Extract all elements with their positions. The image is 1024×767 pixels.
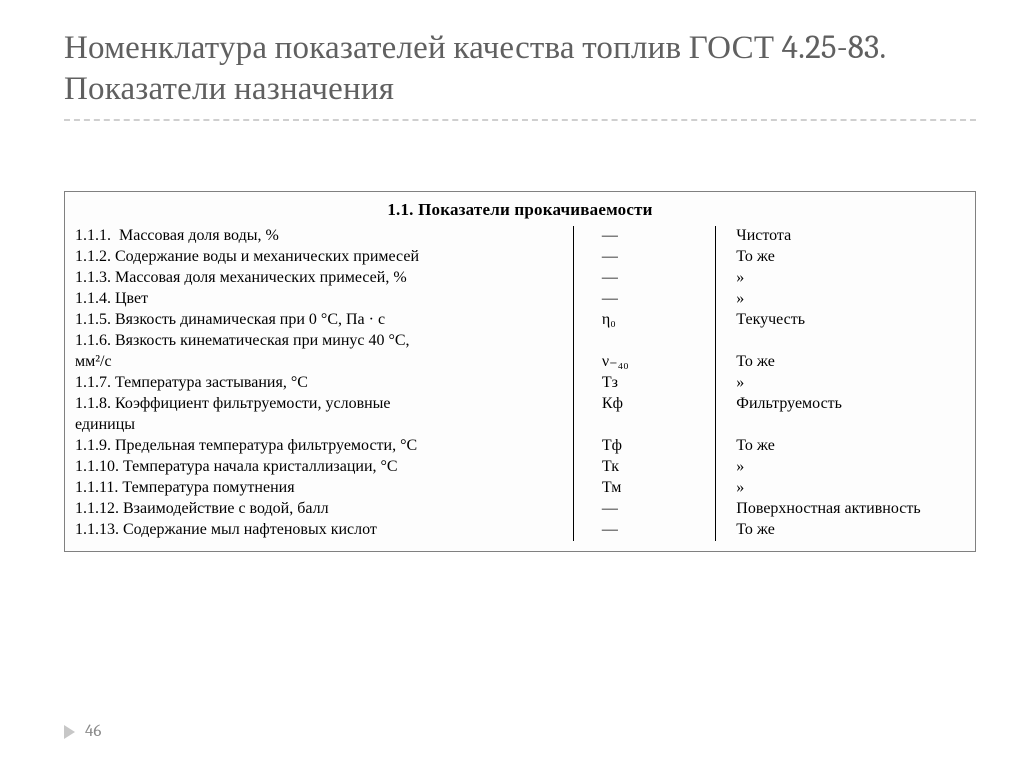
cell-symbol: Тз <box>573 373 715 394</box>
slide: Номенклатура показателей качества топлив… <box>0 0 1024 767</box>
cell-characteristic: Текучесть <box>716 310 965 331</box>
cell-name: 1.1.6. Вязкость кинематическая при минус… <box>75 331 573 352</box>
cell-name: 1.1.2. Содержание воды и механических пр… <box>75 247 573 268</box>
cell-symbol: ν₋₄₀ <box>573 352 715 373</box>
cell-symbol: — <box>573 268 715 289</box>
cell-characteristic: » <box>716 478 965 499</box>
table-row: 1.1.1. Массовая доля воды, % — Чистота <box>75 226 965 247</box>
slide-title: Номенклатура показателей качества топлив… <box>64 28 976 111</box>
cell-characteristic: То же <box>716 352 965 373</box>
cell-symbol: — <box>573 499 715 520</box>
cell-name: 1.1.1. Массовая доля воды, % <box>75 226 573 247</box>
table-row: 1.1.8. Коэффициент фильтруемости, условн… <box>75 394 965 415</box>
cell-name: 1.1.3. Массовая доля механических примес… <box>75 268 573 289</box>
cell-characteristic: Поверхностная активность <box>716 499 965 520</box>
table-row: 1.1.12. Взаимодействие с водой, балл — П… <box>75 499 965 520</box>
cell-symbol: — <box>573 247 715 268</box>
cell-characteristic: » <box>716 289 965 310</box>
cell-name: 1.1.12. Взаимодействие с водой, балл <box>75 499 573 520</box>
cell-symbol: Тф <box>573 436 715 457</box>
cell-name-cont: мм²/с <box>75 352 573 373</box>
cell-name: 1.1.9. Предельная температура фильтруемо… <box>75 436 573 457</box>
cell-symbol: Кф <box>573 394 715 415</box>
table-row: 1.1.10. Температура начала кристаллизаци… <box>75 457 965 478</box>
cell-name: 1.1.4. Цвет <box>75 289 573 310</box>
cell-symbol <box>573 331 715 352</box>
slide-footer: 46 <box>64 722 101 741</box>
table-row: 1.1.7. Температура застывания, °С Тз » <box>75 373 965 394</box>
cell-characteristic: Фильтруемость <box>716 394 965 415</box>
cell-characteristic: То же <box>716 436 965 457</box>
page-number: 46 <box>85 722 101 741</box>
table-row: 1.1.6. Вязкость кинематическая при минус… <box>75 331 965 352</box>
cell-name-cont: единицы <box>75 415 573 436</box>
cell-characteristic: Чистота <box>716 226 965 247</box>
table-row: 1.1.2. Содержание воды и механических пр… <box>75 247 965 268</box>
cell-characteristic: » <box>716 373 965 394</box>
table-row-cont: мм²/с ν₋₄₀ То же <box>75 352 965 373</box>
cell-name: 1.1.13. Содержание мыл нафтеновых кислот <box>75 520 573 541</box>
table-row-cont: единицы <box>75 415 965 436</box>
cell-characteristic <box>716 415 965 436</box>
section-header: 1.1. Показатели прокачиваемости <box>75 200 965 220</box>
cell-symbol: — <box>573 289 715 310</box>
cell-characteristic: То же <box>716 520 965 541</box>
cell-symbol: Тм <box>573 478 715 499</box>
table-row: 1.1.5. Вязкость динамическая при 0 °С, П… <box>75 310 965 331</box>
table-row: 1.1.13. Содержание мыл нафтеновых кислот… <box>75 520 965 541</box>
cell-characteristic: То же <box>716 247 965 268</box>
cell-symbol <box>573 415 715 436</box>
cell-name: 1.1.7. Температура застывания, °С <box>75 373 573 394</box>
cell-name: 1.1.11. Температура помутнения <box>75 478 573 499</box>
cell-symbol: — <box>573 520 715 541</box>
spec-table: 1.1.1. Массовая доля воды, % — Чистота 1… <box>75 226 965 541</box>
cell-symbol: — <box>573 226 715 247</box>
cell-characteristic: » <box>716 268 965 289</box>
title-underline <box>64 119 976 121</box>
table-row: 1.1.11. Температура помутнения Тм » <box>75 478 965 499</box>
table-row: 1.1.9. Предельная температура фильтруемо… <box>75 436 965 457</box>
cell-symbol: Тк <box>573 457 715 478</box>
table-row: 1.1.3. Массовая доля механических примес… <box>75 268 965 289</box>
arrow-right-icon <box>64 725 75 739</box>
table-row: 1.1.4. Цвет — » <box>75 289 965 310</box>
cell-symbol: η₀ <box>573 310 715 331</box>
cell-characteristic: » <box>716 457 965 478</box>
cell-name: 1.1.10. Температура начала кристаллизаци… <box>75 457 573 478</box>
cell-name: 1.1.5. Вязкость динамическая при 0 °С, П… <box>75 310 573 331</box>
cell-name: 1.1.8. Коэффициент фильтруемости, условн… <box>75 394 573 415</box>
spec-table-scan: 1.1. Показатели прокачиваемости 1.1.1. М… <box>64 191 976 552</box>
cell-characteristic <box>716 331 965 352</box>
